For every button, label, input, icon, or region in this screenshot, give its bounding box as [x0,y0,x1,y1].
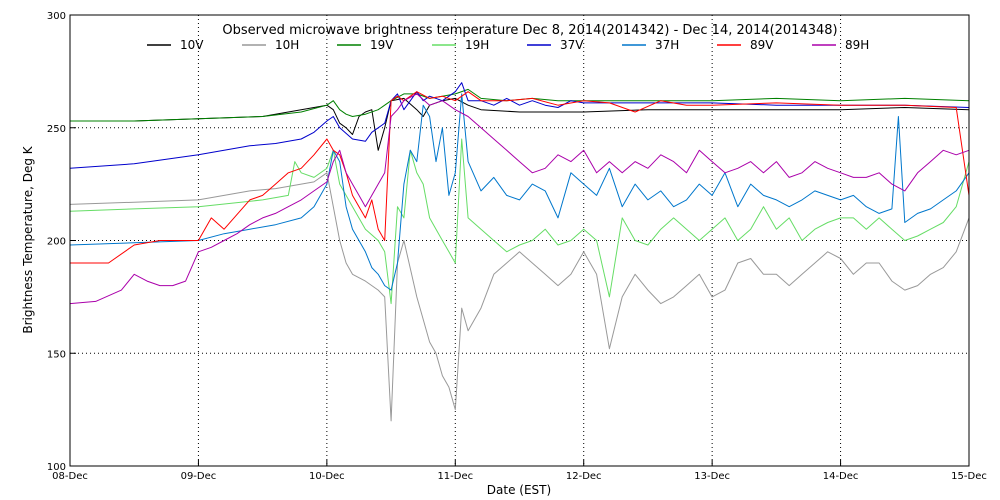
legend-label-37h: 37H [655,38,679,52]
x-tick-label: 12-Dec [566,471,602,482]
y-tick-label: 100 [47,462,66,473]
legend-label-89h: 89H [845,38,869,52]
x-tick-label: 10-Dec [309,471,345,482]
chart-title: Observed microwave brightness temperatur… [222,23,837,38]
x-axis-title: Date (EST) [487,483,551,497]
legend-label-19h: 19H [465,38,489,52]
legend: 10V 10H 19V 19H 37V 37H 89V 89H [147,38,869,52]
y-axis-title: Brightness Temperature, Deg K [21,145,35,333]
legend-label-10h: 10H [275,38,299,52]
x-tick-label: 13-Dec [694,471,730,482]
series-line-89v [70,91,970,264]
series-line-19v [70,88,970,122]
series-line-89h [69,93,970,305]
legend-label-10v: 10V [180,38,204,52]
series-line-19h [69,138,970,305]
series-line-10v [70,97,970,151]
series-line-37h [69,93,970,291]
x-tick-label: 11-Dec [437,471,473,482]
legend-label-19v: 19V [370,38,394,52]
x-tick-label: 09-Dec [181,471,217,482]
x-axis: 08-Dec 09-Dec 10-Dec 11-Dec 12-Dec 13-Dec 14-D… [52,460,987,482]
x-tick-label: 15-Dec [951,471,987,482]
legend-label-89v: 89V [750,38,774,52]
y-tick-label: 300 [47,11,66,22]
legend-label-37v: 37V [560,38,584,52]
y-tick-label: 200 [47,237,66,248]
x-tick-label: 08-Dec [52,471,88,482]
y-axis: 100 150 200 250 300 [47,11,76,473]
y-tick-label: 150 [47,349,66,360]
series-line-37v [69,82,970,169]
y-tick-label: 250 [47,124,66,135]
series-layer [69,82,970,422]
x-tick-label: 14-Dec [823,471,859,482]
series-line-10h [69,172,970,422]
